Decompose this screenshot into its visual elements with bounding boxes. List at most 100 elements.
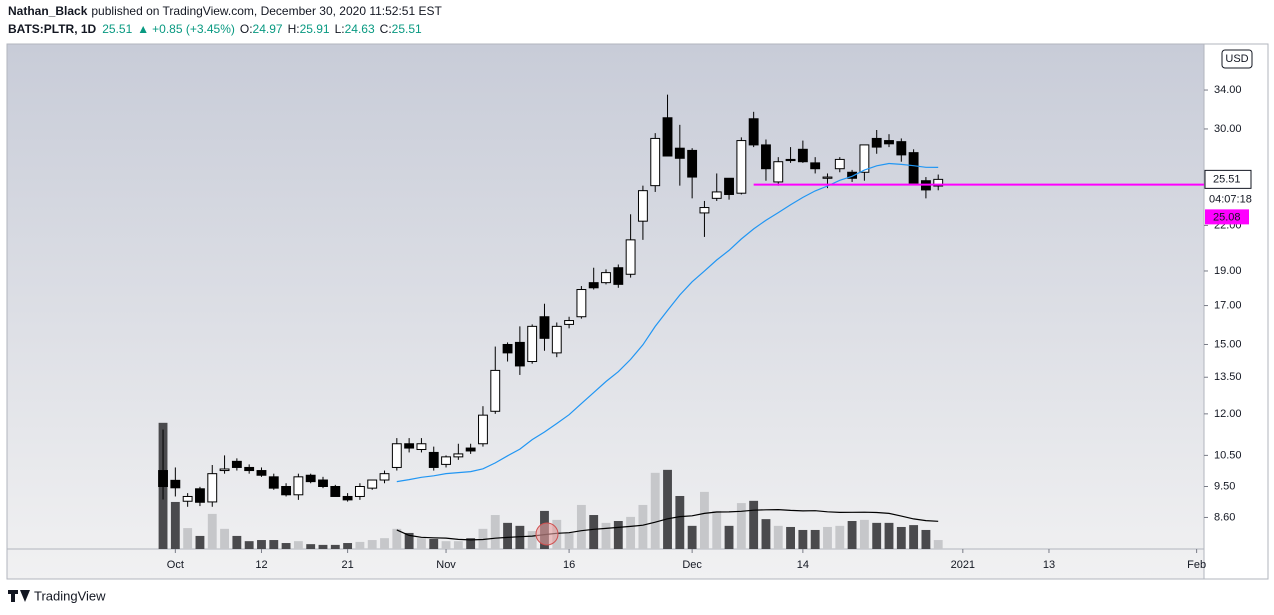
- symbol: BATS:PLTR, 1D: [8, 22, 97, 36]
- countdown: 04:07:18: [1209, 193, 1252, 205]
- volume-bar: [786, 526, 795, 549]
- candle-body: [748, 118, 759, 146]
- candle-body: [625, 239, 636, 275]
- x-tick-label: 12: [255, 559, 267, 571]
- volume-bar: [909, 525, 919, 549]
- volume-bar: [613, 521, 623, 549]
- candle-body: [761, 144, 771, 170]
- volume-bar: [859, 519, 869, 549]
- brand: TradingView: [34, 588, 106, 603]
- volume-bar: [244, 541, 254, 549]
- ohlc-value: 24.97: [253, 22, 283, 36]
- volume-bar: [343, 543, 353, 549]
- volume-bar: [687, 525, 697, 549]
- author: Nathan_Black: [8, 4, 88, 18]
- currency: USD: [1225, 53, 1248, 65]
- volume-bar: [220, 528, 229, 549]
- volume-bar: [884, 522, 894, 549]
- candle-body: [871, 137, 882, 148]
- volume-bar: [281, 543, 291, 549]
- volume-bar: [872, 522, 882, 549]
- ohlc-label: C:: [380, 22, 392, 36]
- candle-body: [281, 485, 292, 496]
- candle-body: [416, 443, 427, 451]
- volume-bar: [183, 528, 193, 549]
- candle-body: [551, 325, 562, 354]
- x-tick-label: Nov: [436, 559, 456, 571]
- candle-body: [527, 325, 538, 363]
- candle-body: [674, 147, 685, 159]
- candle-body: [354, 485, 365, 497]
- y-tick-label: 10.50: [1214, 449, 1242, 461]
- x-tick-label: 14: [797, 559, 809, 571]
- volume-bar: [515, 525, 525, 549]
- candle-body: [478, 414, 488, 445]
- candle-body: [465, 447, 476, 452]
- candle-body: [773, 161, 784, 183]
- volume-bar: [773, 525, 783, 549]
- candle-body: [428, 451, 439, 468]
- volume-bar: [490, 515, 500, 549]
- x-tick-label: 13: [1043, 559, 1055, 571]
- volume-bar: [724, 525, 734, 549]
- volume-bar: [380, 538, 389, 549]
- candle-body: [453, 453, 464, 458]
- candle-body: [342, 495, 353, 501]
- volume-bar: [835, 525, 845, 549]
- candle-body: [256, 470, 267, 476]
- candle-body: [797, 148, 808, 163]
- ohlc-value: 24.63: [345, 22, 375, 36]
- candle-body: [822, 176, 833, 179]
- volume-bar: [429, 538, 439, 549]
- volume-bar: [367, 540, 377, 549]
- candle-body: [268, 476, 279, 489]
- volume-bar: [355, 541, 365, 549]
- volume-bar: [269, 540, 279, 549]
- volume-bar: [207, 513, 217, 549]
- candle-body: [687, 149, 698, 178]
- y-tick-label: 30.00: [1214, 123, 1242, 135]
- candle-body: [908, 152, 919, 184]
- candle-body: [613, 267, 624, 285]
- candle-body: [576, 289, 587, 318]
- candle-body: [884, 140, 894, 145]
- y-tick-label: 9.50: [1214, 480, 1235, 492]
- ohlc-label: L:: [335, 22, 345, 36]
- volume-bar: [626, 516, 636, 549]
- volume-bar: [700, 491, 709, 549]
- candle-body: [933, 178, 944, 187]
- currency-box[interactable]: [1221, 49, 1253, 69]
- up-arrow: ▲: [137, 22, 149, 36]
- volume-bar: [823, 526, 832, 549]
- candle-body: [379, 473, 390, 481]
- published: published on TradingView.com, December 3…: [91, 4, 442, 18]
- last-price-tag: [1204, 169, 1252, 189]
- marks: [158, 94, 1204, 549]
- volume-bar: [847, 521, 857, 549]
- volume-bar: [417, 538, 426, 549]
- ohlc-value: 25.91: [300, 22, 330, 36]
- event-marker[interactable]: [535, 522, 559, 546]
- ohlc-value: 25.51: [392, 22, 422, 36]
- candle-body: [502, 343, 513, 354]
- candle-body: [896, 141, 907, 156]
- candle-body: [564, 320, 575, 325]
- volume-bar: [921, 529, 931, 549]
- candle-body: [699, 207, 710, 214]
- quote-line: BATS:PLTR, 1D 25.51 ▲ +0.85 (+3.45%) O:24.97…: [8, 22, 422, 36]
- candle-body: [834, 158, 845, 170]
- candle-body: [182, 495, 193, 502]
- y-tick-label: 34.00: [1214, 84, 1242, 96]
- volume-bar: [761, 519, 771, 549]
- volume-bar: [736, 503, 746, 549]
- volume-bar: [257, 540, 266, 549]
- candle-body: [514, 341, 525, 367]
- volume-bar: [441, 541, 451, 549]
- volume-bar: [576, 504, 586, 549]
- volume-bar: [318, 544, 328, 549]
- candle-body: [847, 171, 858, 179]
- candle-body: [785, 158, 796, 162]
- candle-body: [367, 479, 378, 489]
- volume-bar: [810, 529, 820, 549]
- volume-bar: [195, 535, 205, 549]
